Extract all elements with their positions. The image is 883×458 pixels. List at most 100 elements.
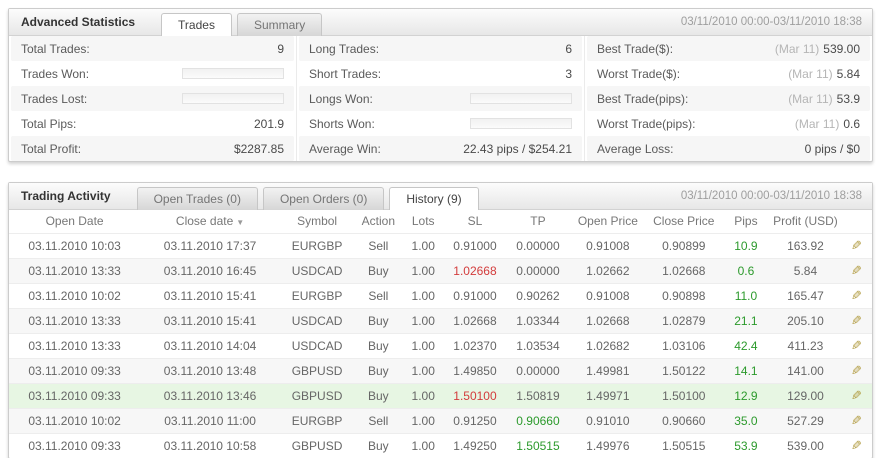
- edit-icon[interactable]: ✎: [850, 437, 862, 453]
- col-header-profit-usd[interactable]: Profit (USD): [770, 210, 841, 233]
- stat-column-2: Long Trades: 6 Short Trades: 3 Longs Won: Sho…: [296, 36, 584, 161]
- tab-open-trades-0[interactable]: Open Trades (0): [136, 187, 258, 210]
- cell-lots: 1.00: [402, 307, 444, 333]
- col-header-label: Close Price: [653, 214, 715, 229]
- stat-date-prefix: (Mar 11): [774, 41, 820, 56]
- col-header-open-date[interactable]: Open Date: [9, 210, 141, 233]
- col-header-open-price[interactable]: Open Price: [569, 210, 646, 233]
- cell-sl: 1.49250: [443, 432, 507, 458]
- cell-lots: 1.00: [402, 407, 444, 433]
- cell-close-price: 1.50515: [645, 432, 722, 458]
- cell-tp: 1.03534: [506, 332, 570, 358]
- stat-row-total-pips: Total Pips: 201.9: [11, 111, 294, 136]
- stat-label: Total Trades:: [21, 41, 90, 56]
- activity-tabs: Open Trades (0) Open Orders (0) History (9…: [136, 183, 484, 210]
- edit-icon[interactable]: ✎: [850, 262, 862, 278]
- stat-label: Longs Won:: [309, 91, 373, 106]
- cell-symbol: USDCAD: [279, 257, 355, 283]
- table-row: 03.11.2010 10:03 03.11.2010 17:37 EURGBP Se…: [9, 232, 872, 258]
- tab-trades[interactable]: Trades: [161, 13, 232, 36]
- stat-row-total-trades: Total Trades: 9: [11, 36, 294, 61]
- stat-value-number: 0 pips / $0: [804, 141, 860, 156]
- table-row: 03.11.2010 13:33 03.11.2010 14:04 USDCAD Bu…: [9, 332, 872, 358]
- cell-profit: 141.00: [770, 357, 841, 383]
- stats-grid: Total Trades: 9 Trades Won: Trades Lost: Tot…: [9, 36, 872, 161]
- col-header-sl[interactable]: SL: [443, 210, 507, 233]
- edit-icon[interactable]: ✎: [850, 337, 862, 353]
- cell-close-price: 1.50100: [645, 382, 722, 408]
- cell-action: Sell: [354, 282, 403, 308]
- edit-icon[interactable]: ✎: [850, 312, 862, 328]
- cell-symbol: GBPUSD: [279, 432, 355, 458]
- col-header-pips[interactable]: Pips: [721, 210, 771, 233]
- stat-label: Trades Won:: [21, 66, 90, 81]
- cell-sl: 1.02370: [443, 332, 507, 358]
- cell-close-date: 03.11.2010 15:41: [140, 282, 280, 308]
- stat-value: 6: [565, 42, 572, 56]
- stat-column-1: Total Trades: 9 Trades Won: Trades Lost: Tot…: [9, 36, 296, 161]
- edit-icon[interactable]: ✎: [850, 287, 862, 303]
- cell-open-price: 1.02682: [569, 332, 646, 358]
- edit-icon[interactable]: ✎: [850, 412, 862, 428]
- stat-value: (Mar 11) 0.6: [795, 117, 860, 131]
- cell-open-price: 1.02662: [569, 257, 646, 283]
- history-table: Open Date Close date ▼ Symbol Action Lots SL TP…: [9, 210, 872, 458]
- edit-icon[interactable]: ✎: [850, 237, 862, 253]
- stat-label: Average Win:: [309, 141, 381, 156]
- cell-tp: 0.00000: [506, 257, 570, 283]
- cell-close-price: 1.02668: [645, 257, 722, 283]
- col-header-symbol[interactable]: Symbol: [279, 210, 355, 233]
- stat-date-prefix: (Mar 11): [794, 116, 840, 131]
- cell-action: Buy: [354, 432, 403, 458]
- cell-edit: ✎: [840, 282, 872, 308]
- cell-close-price: 1.03106: [645, 332, 722, 358]
- cell-profit: 205.10: [770, 307, 841, 333]
- cell-profit: 5.84: [770, 257, 841, 283]
- stat-row-long-trades: Long Trades: 6: [299, 36, 582, 61]
- cell-edit: ✎: [840, 332, 872, 358]
- cell-tp: 0.00000: [506, 232, 570, 258]
- tab-open-orders-0[interactable]: Open Orders (0): [262, 187, 385, 210]
- cell-profit: 527.29: [770, 407, 841, 433]
- cell-tp: 1.50819: [506, 382, 570, 408]
- cell-profit: 129.00: [770, 382, 841, 408]
- page: Advanced Statistics Trades Summary 03/11/…: [0, 8, 883, 458]
- table-row: 03.11.2010 09:33 03.11.2010 13:46 GBPUSD Bu…: [9, 382, 872, 408]
- activity-panel-title: Trading Activity: [21, 189, 111, 203]
- cell-edit: ✎: [840, 432, 872, 458]
- stat-label: Average Loss:: [597, 141, 674, 156]
- cell-open-date: 03.11.2010 10:02: [9, 407, 141, 433]
- stat-label: Best Trade($):: [597, 41, 674, 56]
- tab-history-9[interactable]: History (9): [389, 187, 479, 210]
- col-header-close-date[interactable]: Close date ▼: [140, 210, 280, 233]
- stats-panel-title: Advanced Statistics: [21, 15, 136, 29]
- stats-panel-header: Advanced Statistics Trades Summary 03/11/…: [9, 9, 872, 36]
- cell-tp: 0.00000: [506, 357, 570, 383]
- cell-edit: ✎: [840, 307, 872, 333]
- cell-open-price: 0.91010: [569, 407, 646, 433]
- col-header-lots[interactable]: Lots: [402, 210, 444, 233]
- cell-pips: 53.9: [721, 432, 771, 458]
- col-header-label: Action: [361, 214, 395, 229]
- cell-open-price: 0.91008: [569, 232, 646, 258]
- col-header-close-price[interactable]: Close Price: [645, 210, 722, 233]
- stat-label: Trades Lost:: [21, 91, 88, 106]
- tab-summary[interactable]: Summary: [236, 13, 323, 36]
- cell-close-price: 1.50122: [645, 357, 722, 383]
- stat-label: Shorts Won:: [309, 116, 375, 131]
- cell-pips: 14.1: [721, 357, 771, 383]
- col-header-label: Symbol: [297, 214, 338, 229]
- cell-sl: 1.50100: [443, 382, 507, 408]
- cell-tp: 1.50515: [506, 432, 570, 458]
- stat-value-number: 6: [565, 41, 572, 56]
- edit-icon[interactable]: ✎: [850, 387, 862, 403]
- edit-icon[interactable]: ✎: [850, 362, 862, 378]
- col-header-tp[interactable]: TP: [506, 210, 570, 233]
- cell-open-price: 1.49981: [569, 357, 646, 383]
- cell-lots: 1.00: [402, 282, 444, 308]
- cell-action: Buy: [354, 332, 403, 358]
- cell-edit: ✎: [840, 382, 872, 408]
- cell-profit: 165.47: [770, 282, 841, 308]
- col-header-action[interactable]: Action: [354, 210, 403, 233]
- stat-row-best-trade: Best Trade($): (Mar 11) 539.00: [587, 36, 870, 61]
